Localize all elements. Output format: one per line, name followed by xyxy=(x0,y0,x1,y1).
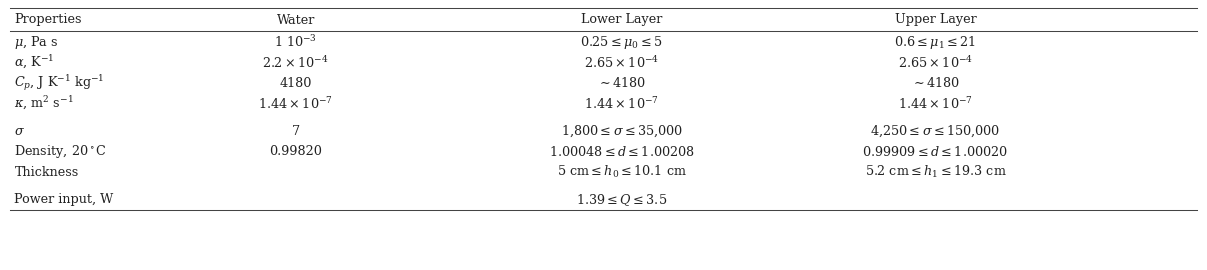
Text: $1\ 10^{-3}$: $1\ 10^{-3}$ xyxy=(274,34,317,50)
Text: $1.00048 \leq d \leq 1.00208$: $1.00048 \leq d \leq 1.00208$ xyxy=(549,145,694,159)
Text: Lower Layer: Lower Layer xyxy=(581,14,663,26)
Text: $2.65 \times 10^{-4}$: $2.65 \times 10^{-4}$ xyxy=(584,55,659,71)
Text: $0.25 \leq \mu_0 \leq 5$: $0.25 \leq \mu_0 \leq 5$ xyxy=(581,34,663,51)
Text: $1.44 \times 10^{-7}$: $1.44 \times 10^{-7}$ xyxy=(584,96,659,112)
Text: $5\ \mathrm{cm} \leq h_0 \leq 10.1\ \mathrm{cm}$: $5\ \mathrm{cm} \leq h_0 \leq 10.1\ \mat… xyxy=(556,164,687,180)
Text: Density, 20$^\circ$C: Density, 20$^\circ$C xyxy=(14,143,107,160)
Text: $4{,}250 \leq \sigma \leq 150{,}000$: $4{,}250 \leq \sigma \leq 150{,}000$ xyxy=(870,123,1001,139)
Text: $1.44 \times 10^{-7}$: $1.44 \times 10^{-7}$ xyxy=(258,96,333,112)
Text: $\sigma$: $\sigma$ xyxy=(14,125,25,138)
Text: $2.2 \times 10^{-4}$: $2.2 \times 10^{-4}$ xyxy=(262,55,330,71)
Text: $0.6 \leq \mu_1 \leq 21$: $0.6 \leq \mu_1 \leq 21$ xyxy=(894,34,976,51)
Text: $2.65 \times 10^{-4}$: $2.65 \times 10^{-4}$ xyxy=(898,55,973,71)
Text: $\sim$4180: $\sim$4180 xyxy=(911,76,960,90)
Text: $C_p$, J K$^{-1}$ kg$^{-1}$: $C_p$, J K$^{-1}$ kg$^{-1}$ xyxy=(14,73,105,93)
Text: $\alpha$, K$^{-1}$: $\alpha$, K$^{-1}$ xyxy=(14,54,54,72)
Text: $5.2\ \mathrm{cm} \leq h_1 \leq 19.3\ \mathrm{cm}$: $5.2\ \mathrm{cm} \leq h_1 \leq 19.3\ \m… xyxy=(864,164,1007,180)
Text: $0.99909 \leq d \leq 1.00020$: $0.99909 \leq d \leq 1.00020$ xyxy=(863,145,1008,159)
Text: Thickness: Thickness xyxy=(14,166,78,179)
Text: $\mu$, Pa s: $\mu$, Pa s xyxy=(14,34,59,51)
Text: Power input, W: Power input, W xyxy=(14,193,113,206)
Text: $1.44 \times 10^{-7}$: $1.44 \times 10^{-7}$ xyxy=(898,96,973,112)
Text: Upper Layer: Upper Layer xyxy=(894,14,976,26)
Text: $\kappa$, m$^2$ s$^{-1}$: $\kappa$, m$^2$ s$^{-1}$ xyxy=(14,95,74,112)
Text: 4180: 4180 xyxy=(280,77,311,90)
Text: Water: Water xyxy=(276,14,315,26)
Text: $\sim$4180: $\sim$4180 xyxy=(597,76,646,90)
Text: $1.39 \leq Q \leq 3.5$: $1.39 \leq Q \leq 3.5$ xyxy=(576,192,667,208)
Text: 7: 7 xyxy=(292,125,299,138)
Text: $1{,}800 \leq \sigma \leq 35{,}000$: $1{,}800 \leq \sigma \leq 35{,}000$ xyxy=(560,123,683,139)
Text: Properties: Properties xyxy=(14,14,82,26)
Text: 0.99820: 0.99820 xyxy=(269,145,322,158)
